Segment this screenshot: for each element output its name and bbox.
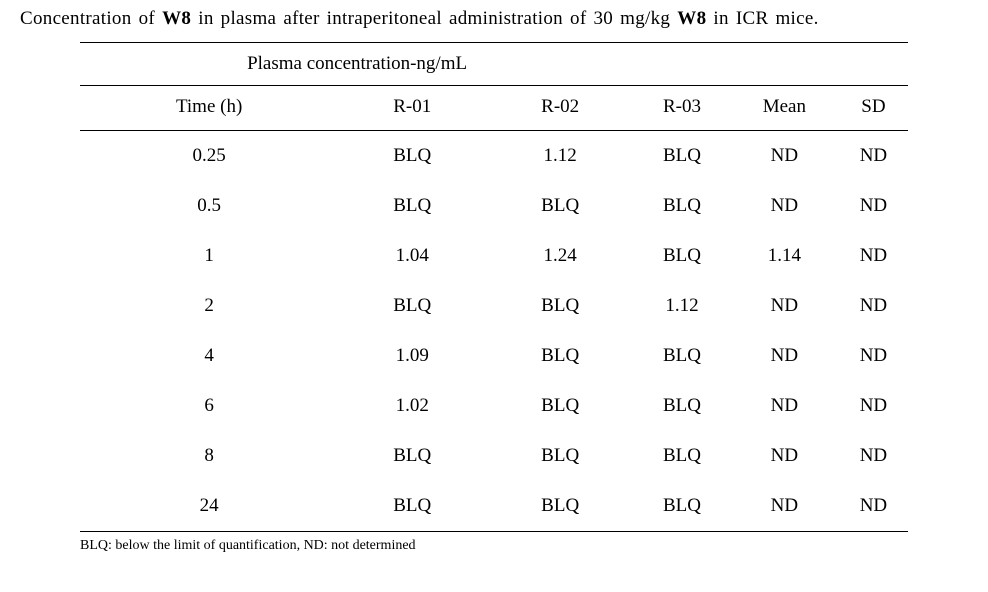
cell-sd: ND bbox=[839, 281, 908, 331]
cell-time: 4 bbox=[80, 331, 338, 381]
super-header-empty bbox=[634, 43, 908, 86]
cell-r02: BLQ bbox=[486, 431, 634, 481]
cell-mean: ND bbox=[730, 131, 839, 182]
cell-r02: 1.24 bbox=[486, 231, 634, 281]
cell-sd: ND bbox=[839, 431, 908, 481]
cell-r02: BLQ bbox=[486, 481, 634, 531]
cell-sd: ND bbox=[839, 331, 908, 381]
cell-sd: ND bbox=[839, 481, 908, 531]
col-header-sd: SD bbox=[839, 86, 908, 131]
table-row: 8 BLQ BLQ BLQ ND ND bbox=[80, 431, 908, 481]
table-row: 6 1.02 BLQ BLQ ND ND bbox=[80, 381, 908, 431]
col-header-r03: R-03 bbox=[634, 86, 730, 131]
cell-time: 6 bbox=[80, 381, 338, 431]
plasma-concentration-table: Plasma concentration-ng/mL Time (h) R-01… bbox=[80, 42, 908, 532]
cell-r02: 1.12 bbox=[486, 131, 634, 182]
cell-r01: BLQ bbox=[338, 281, 486, 331]
super-header-cell: Plasma concentration-ng/mL bbox=[80, 43, 634, 86]
col-header-r01: R-01 bbox=[338, 86, 486, 131]
cell-r01: BLQ bbox=[338, 181, 486, 231]
cell-r03: BLQ bbox=[634, 231, 730, 281]
cell-time: 1 bbox=[80, 231, 338, 281]
table-footnote: BLQ: below the limit of quantification, … bbox=[80, 538, 968, 554]
cell-r03: BLQ bbox=[634, 481, 730, 531]
cell-sd: ND bbox=[839, 381, 908, 431]
cell-r03: BLQ bbox=[634, 331, 730, 381]
cell-r01: 1.09 bbox=[338, 331, 486, 381]
cell-r03: BLQ bbox=[634, 131, 730, 182]
cell-r03: BLQ bbox=[634, 431, 730, 481]
cell-r02: BLQ bbox=[486, 381, 634, 431]
cell-r03: BLQ bbox=[634, 381, 730, 431]
caption-compound-2: W8 bbox=[677, 8, 706, 29]
cell-r01: BLQ bbox=[338, 431, 486, 481]
table-caption: Concentration of W8 in plasma after intr… bbox=[20, 8, 968, 30]
cell-mean: ND bbox=[730, 431, 839, 481]
table-row: 4 1.09 BLQ BLQ ND ND bbox=[80, 331, 908, 381]
table-super-header-row: Plasma concentration-ng/mL bbox=[80, 43, 908, 86]
table-row: 0.5 BLQ BLQ BLQ ND ND bbox=[80, 181, 908, 231]
cell-mean: ND bbox=[730, 331, 839, 381]
caption-compound-1: W8 bbox=[162, 8, 191, 29]
cell-r03: BLQ bbox=[634, 181, 730, 231]
table-column-headers: Time (h) R-01 R-02 R-03 Mean SD bbox=[80, 86, 908, 131]
cell-mean: ND bbox=[730, 381, 839, 431]
table-bottom-border bbox=[80, 531, 908, 532]
cell-r01: 1.04 bbox=[338, 231, 486, 281]
cell-sd: ND bbox=[839, 181, 908, 231]
cell-r03: 1.12 bbox=[634, 281, 730, 331]
cell-r02: BLQ bbox=[486, 181, 634, 231]
caption-prefix: Concentration of bbox=[20, 8, 162, 29]
cell-r01: 1.02 bbox=[338, 381, 486, 431]
cell-r02: BLQ bbox=[486, 331, 634, 381]
cell-sd: ND bbox=[839, 231, 908, 281]
table-row: 0.25 BLQ 1.12 BLQ ND ND bbox=[80, 131, 908, 182]
cell-sd: ND bbox=[839, 131, 908, 182]
cell-r02: BLQ bbox=[486, 281, 634, 331]
cell-mean: ND bbox=[730, 281, 839, 331]
col-header-r02: R-02 bbox=[486, 86, 634, 131]
table-row: 24 BLQ BLQ BLQ ND ND bbox=[80, 481, 908, 531]
cell-mean: ND bbox=[730, 481, 839, 531]
col-header-time: Time (h) bbox=[80, 86, 338, 131]
caption-middle: in plasma after intraperitoneal administ… bbox=[191, 8, 677, 29]
table-row: 2 BLQ BLQ 1.12 ND ND bbox=[80, 281, 908, 331]
cell-mean: 1.14 bbox=[730, 231, 839, 281]
col-header-mean: Mean bbox=[730, 86, 839, 131]
table-container: Plasma concentration-ng/mL Time (h) R-01… bbox=[80, 42, 908, 532]
cell-time: 8 bbox=[80, 431, 338, 481]
cell-mean: ND bbox=[730, 181, 839, 231]
cell-time: 2 bbox=[80, 281, 338, 331]
caption-suffix: in ICR mice. bbox=[706, 8, 818, 29]
cell-time: 0.25 bbox=[80, 131, 338, 182]
cell-time: 0.5 bbox=[80, 181, 338, 231]
table-row: 1 1.04 1.24 BLQ 1.14 ND bbox=[80, 231, 908, 281]
cell-time: 24 bbox=[80, 481, 338, 531]
cell-r01: BLQ bbox=[338, 481, 486, 531]
cell-r01: BLQ bbox=[338, 131, 486, 182]
